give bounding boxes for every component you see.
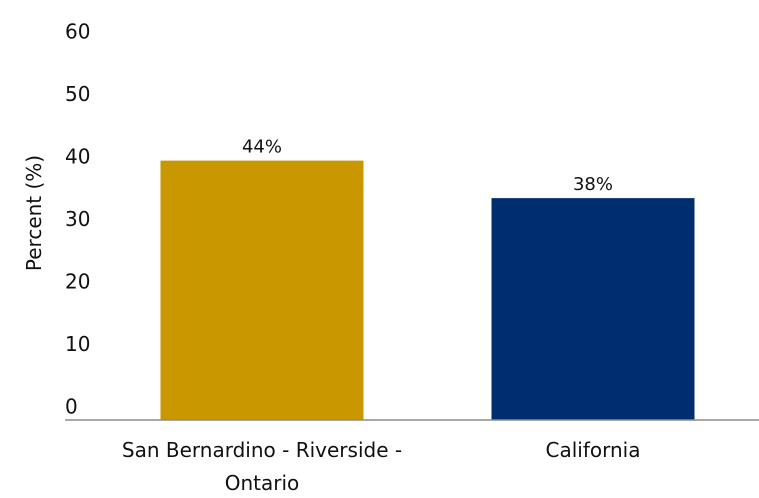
- y-tick-label: 40: [65, 145, 90, 169]
- bar-data-label: 38%: [573, 174, 613, 195]
- y-axis-label: Percent (%): [22, 155, 46, 271]
- y-tick-label: 20: [65, 270, 90, 294]
- category-label: Ontario: [225, 471, 300, 495]
- y-tick-label: 0: [65, 395, 78, 419]
- category-label: San Bernardino - Riverside -: [122, 438, 402, 462]
- y-tick-label: 30: [65, 207, 90, 231]
- bar: [491, 198, 695, 420]
- y-tick-label: 60: [65, 20, 90, 44]
- y-axis-ticks: 0 10 20 30 40 50 60: [65, 20, 90, 419]
- bars: 44% 38%: [160, 137, 695, 420]
- bar: [160, 160, 364, 420]
- y-tick-label: 10: [65, 332, 90, 356]
- category-label: California: [546, 438, 641, 462]
- y-tick-label: 50: [65, 82, 90, 106]
- bar-data-label: 44%: [242, 137, 282, 158]
- category-labels: San Bernardino - Riverside - Ontario Calif…: [122, 438, 641, 495]
